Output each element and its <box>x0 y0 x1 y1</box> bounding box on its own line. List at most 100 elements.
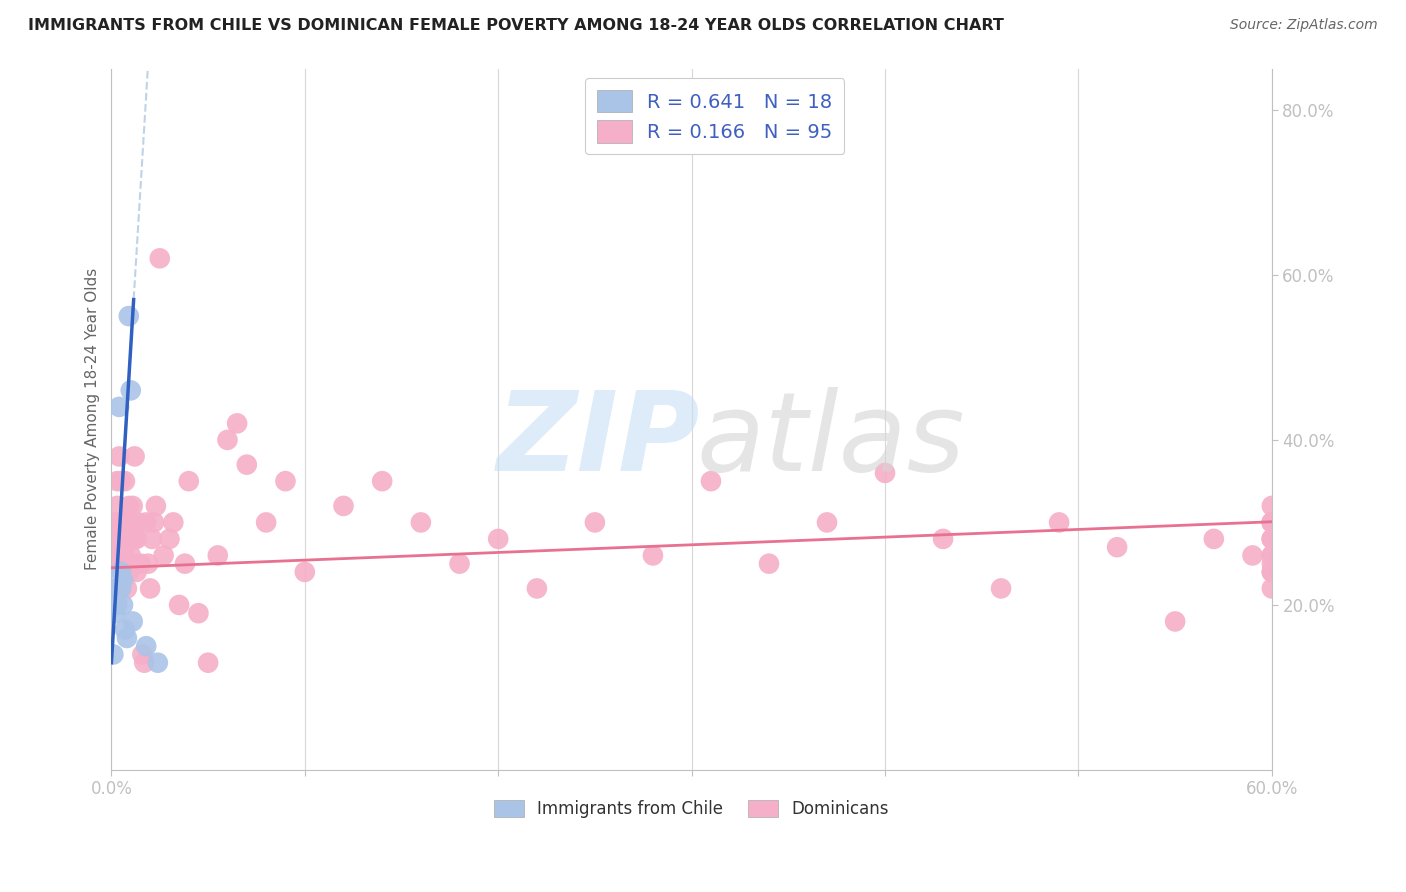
Point <box>758 557 780 571</box>
Point <box>274 474 297 488</box>
Y-axis label: Female Poverty Among 18-24 Year Olds: Female Poverty Among 18-24 Year Olds <box>86 268 100 570</box>
Point <box>108 516 131 530</box>
Point <box>121 557 143 571</box>
Point <box>131 648 153 662</box>
Point <box>1202 532 1225 546</box>
Point <box>115 516 138 530</box>
Point <box>108 582 131 596</box>
Point <box>110 516 132 530</box>
Point <box>125 565 148 579</box>
Point <box>873 466 896 480</box>
Point <box>104 606 127 620</box>
Point <box>108 400 131 414</box>
Point <box>486 532 509 546</box>
Point <box>174 557 197 571</box>
Point <box>990 582 1012 596</box>
Point <box>114 540 136 554</box>
Point <box>145 499 167 513</box>
Point <box>110 582 132 596</box>
Point <box>167 598 190 612</box>
Point <box>110 565 132 579</box>
Point <box>226 417 249 431</box>
Point <box>136 557 159 571</box>
Point <box>815 516 838 530</box>
Point <box>1261 549 1284 563</box>
Point <box>1261 549 1284 563</box>
Point <box>700 474 723 488</box>
Point <box>1107 540 1129 554</box>
Point <box>110 565 132 579</box>
Point <box>105 499 128 513</box>
Point <box>104 582 127 596</box>
Point <box>1261 565 1284 579</box>
Point <box>526 582 548 596</box>
Point <box>1261 582 1284 596</box>
Point <box>124 450 146 464</box>
Point <box>932 532 955 546</box>
Point <box>111 516 134 530</box>
Point <box>111 598 134 612</box>
Point <box>105 582 128 596</box>
Text: Source: ZipAtlas.com: Source: ZipAtlas.com <box>1230 18 1378 32</box>
Point <box>115 631 138 645</box>
Point <box>135 516 157 530</box>
Point <box>115 582 138 596</box>
Point <box>1261 516 1284 530</box>
Point <box>108 549 131 563</box>
Point <box>1261 516 1284 530</box>
Point <box>135 639 157 653</box>
Point <box>159 532 181 546</box>
Point <box>143 516 166 530</box>
Point <box>146 656 169 670</box>
Point <box>104 582 127 596</box>
Point <box>152 549 174 563</box>
Point <box>120 384 142 398</box>
Point <box>1261 516 1284 530</box>
Point <box>1261 532 1284 546</box>
Point <box>103 557 125 571</box>
Point <box>187 606 209 620</box>
Point <box>294 565 316 579</box>
Point <box>110 532 132 546</box>
Point <box>162 516 184 530</box>
Point <box>1261 532 1284 546</box>
Point <box>409 516 432 530</box>
Point <box>120 516 142 530</box>
Point <box>121 499 143 513</box>
Point <box>141 532 163 546</box>
Point <box>177 474 200 488</box>
Point <box>197 656 219 670</box>
Text: atlas: atlas <box>696 387 965 494</box>
Text: IMMIGRANTS FROM CHILE VS DOMINICAN FEMALE POVERTY AMONG 18-24 YEAR OLDS CORRELAT: IMMIGRANTS FROM CHILE VS DOMINICAN FEMAL… <box>28 18 1004 33</box>
Point <box>129 557 152 571</box>
Point <box>115 565 138 579</box>
Point <box>120 549 142 563</box>
Point <box>254 516 277 530</box>
Point <box>139 582 162 596</box>
Point <box>1261 499 1284 513</box>
Point <box>105 557 128 571</box>
Point <box>641 549 664 563</box>
Point <box>108 450 131 464</box>
Point <box>111 573 134 587</box>
Point <box>103 648 125 662</box>
Point <box>583 516 606 530</box>
Point <box>127 516 149 530</box>
Point <box>332 499 354 513</box>
Point <box>1164 615 1187 629</box>
Point <box>118 565 141 579</box>
Point <box>1261 565 1284 579</box>
Point <box>105 474 128 488</box>
Point <box>1047 516 1070 530</box>
Point <box>1241 549 1264 563</box>
Point <box>134 656 156 670</box>
Text: ZIP: ZIP <box>498 387 700 494</box>
Point <box>104 532 127 546</box>
Point <box>124 532 146 546</box>
Point <box>118 499 141 513</box>
Point <box>103 540 125 554</box>
Point <box>105 598 128 612</box>
Point <box>217 433 239 447</box>
Point <box>114 623 136 637</box>
Point <box>121 615 143 629</box>
